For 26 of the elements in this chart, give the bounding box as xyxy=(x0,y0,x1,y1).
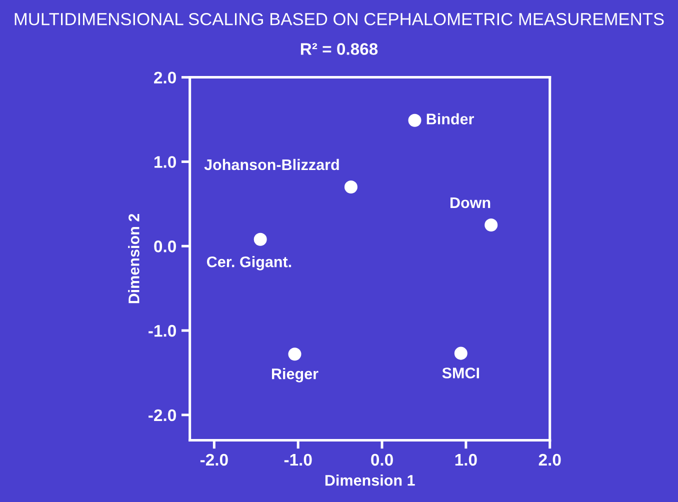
x-tick-label: -2.0 xyxy=(200,454,228,466)
x-axis-title: Dimension 1 xyxy=(325,474,415,486)
y-tick-label: 0.0 xyxy=(154,240,176,252)
point xyxy=(484,218,498,232)
point xyxy=(288,348,302,361)
y-tick-label: 2.0 xyxy=(154,72,176,84)
annotation: SMCI xyxy=(442,368,479,378)
chart-subtitle: R² = 0.868 xyxy=(300,43,378,55)
annotation: Down xyxy=(450,197,490,208)
x-tick-label: 2.0 xyxy=(538,454,561,466)
y-tick-label: 1.0 xyxy=(154,156,176,168)
annotation: Rieger xyxy=(272,368,318,382)
point xyxy=(344,180,358,194)
x-tick-label: 1.0 xyxy=(455,454,477,466)
annotation: Johanson-Blizzard xyxy=(204,158,339,170)
annotation: Binder xyxy=(426,113,474,124)
chart-title: MULTIDIMENSIONAL SCALING BASED ON CEPHALOMETRIC MEASUREMENTS xyxy=(14,13,664,26)
y-axis-title: Dimension 2 xyxy=(128,214,140,304)
annotation: Cer. Gigant. xyxy=(206,256,292,270)
y-tick-label: -1.0 xyxy=(148,324,176,337)
point xyxy=(454,346,468,360)
y-tick-label: -2.0 xyxy=(148,409,176,422)
point xyxy=(254,232,267,246)
x-tick-label: -1.0 xyxy=(284,454,312,466)
x-tick-label: 0.0 xyxy=(371,454,393,466)
point xyxy=(408,114,422,127)
